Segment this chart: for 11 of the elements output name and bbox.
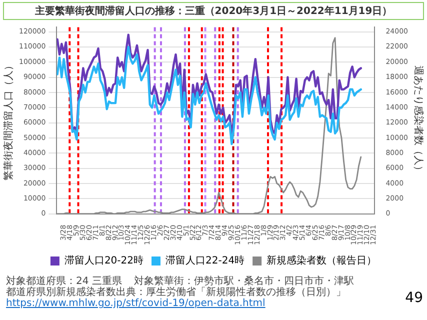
y-axis-title: 繁華街夜間滞留人口（人） — [2, 60, 15, 181]
text: https://www.mhlw.go.jp/stf/covid-19/open-data.html — [6, 298, 266, 309]
text: 49 — [405, 290, 423, 306]
text: 対象繁華街：伊勢市駅・桑名市・四日市市・津駅 — [134, 276, 354, 287]
legend-label: 滞留人口20-22時 — [64, 254, 144, 267]
chart-title: 主要繁華街夜間滞留人口の推移：三重（2020年3月1日～2022年11月19日） — [3, 2, 424, 20]
y2-axis-title: 週あたり感染者数（人） — [412, 66, 424, 176]
legend-label: 滞留人口22-24時 — [166, 254, 245, 267]
legend-label: 新規感染者数（報告日） — [266, 254, 377, 267]
text: 対象都道府県：24 三重県 — [6, 276, 122, 287]
text: 都道府県別新規感染者数出典：厚生労働省「新規陽性者数の推移（日別）」 — [6, 287, 346, 298]
